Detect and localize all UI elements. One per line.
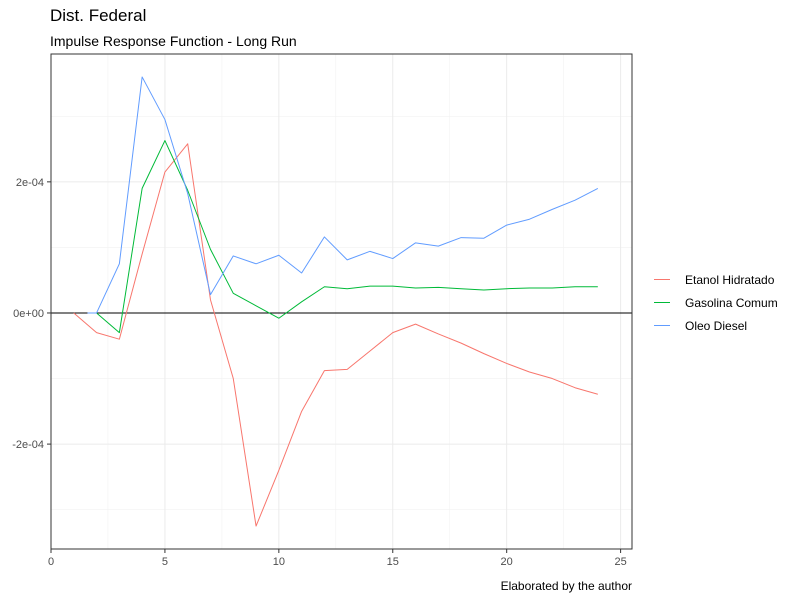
legend-label-oleo-diesel: Oleo Diesel bbox=[685, 318, 748, 333]
x-tick-label: 25 bbox=[614, 556, 626, 568]
legend-item-gasolina-comum: Gasolina Comum bbox=[650, 291, 778, 314]
legend-key-oleo-diesel bbox=[650, 314, 672, 337]
y-tick-label: 0e+00 bbox=[13, 308, 44, 320]
series-line-etanol-hidratado bbox=[73, 143, 598, 527]
series-line-oleo-diesel bbox=[87, 76, 599, 314]
chart-title: Dist. Federal bbox=[50, 6, 147, 25]
chart-subtitle: Impulse Response Function - Long Run bbox=[50, 33, 297, 49]
x-tick-label: 15 bbox=[387, 556, 399, 568]
legend-label-etanol-hidratado: Etanol Hidratado bbox=[685, 272, 775, 287]
panel-border bbox=[50, 53, 633, 550]
grid-minor bbox=[51, 54, 632, 549]
y-axis: -2e-04 0e+00 2e-04 bbox=[12, 177, 51, 451]
legend-item-oleo-diesel: Oleo Diesel bbox=[650, 314, 778, 337]
legend-label-gasolina-comum: Gasolina Comum bbox=[685, 295, 778, 310]
series-lines bbox=[73, 76, 599, 527]
y-tick-label: 2e-04 bbox=[16, 177, 44, 189]
legend: Etanol Hidratado Gasolina Comum Oleo Die… bbox=[650, 268, 778, 337]
x-tick-label: 5 bbox=[162, 556, 168, 568]
grid-major bbox=[50, 54, 632, 549]
x-tick-label: 20 bbox=[501, 556, 513, 568]
legend-key-etanol-hidratado bbox=[650, 268, 672, 291]
legend-key-gasolina-comum bbox=[650, 291, 672, 314]
series-line-gasolina-comum bbox=[96, 140, 598, 334]
x-axis: 0 5 10 15 20 25 bbox=[48, 549, 627, 568]
y-tick-label: -2e-04 bbox=[12, 439, 44, 451]
legend-item-etanol-hidratado: Etanol Hidratado bbox=[650, 268, 778, 291]
x-tick-label: 10 bbox=[273, 556, 285, 568]
x-tick-label: 0 bbox=[48, 556, 54, 568]
chart-caption: Elaborated by the author bbox=[500, 579, 632, 593]
